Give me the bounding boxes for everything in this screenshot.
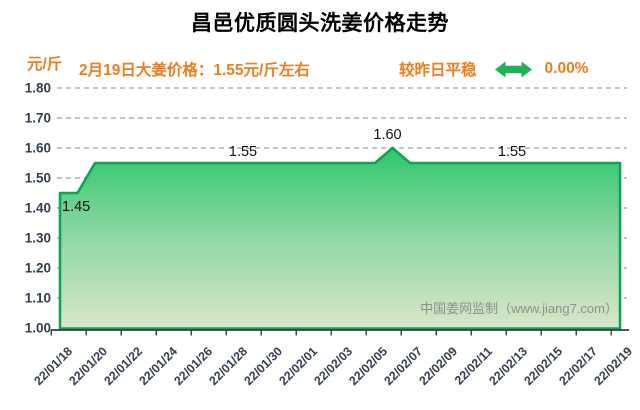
y-axis-label: 1.70 — [25, 111, 51, 126]
watermark: 中国姜网监制（www.jiang7.com） — [420, 301, 618, 316]
area-series — [58, 146, 622, 330]
x-axis-label: 22/02/09 — [416, 344, 460, 388]
trend-label: 较昨日平稳 — [399, 62, 477, 79]
y-axis-unit-label: 元/斤 — [27, 56, 63, 73]
trend-indicator: 较昨日平稳 0.00% — [399, 58, 588, 80]
chart-title: 昌邑优质圆头洗姜价格走势 — [191, 12, 449, 35]
point-label: 1.55 — [229, 144, 257, 160]
y-axis-label: 1.10 — [25, 291, 51, 306]
trend-percent: 0.00% — [544, 60, 589, 77]
point-label: 1.55 — [498, 144, 526, 160]
y-axis-label: 1.40 — [25, 201, 51, 216]
point-label: 1.45 — [62, 199, 90, 215]
double-horizontal-arrow-icon — [494, 61, 532, 77]
y-axis-label: 1.50 — [25, 171, 51, 186]
price-subtitle: 2月19日大姜价格：1.55元/斤左右 — [79, 62, 310, 79]
y-axis-label: 1.00 — [25, 321, 51, 336]
x-axis-label: 22/02/19 — [591, 344, 635, 388]
point-label: 1.60 — [373, 127, 401, 143]
y-axis-label: 1.80 — [25, 81, 51, 96]
y-axis-label: 1.30 — [25, 231, 51, 246]
y-axis-label: 1.60 — [25, 141, 51, 156]
y-axis-label: 1.20 — [25, 261, 51, 276]
